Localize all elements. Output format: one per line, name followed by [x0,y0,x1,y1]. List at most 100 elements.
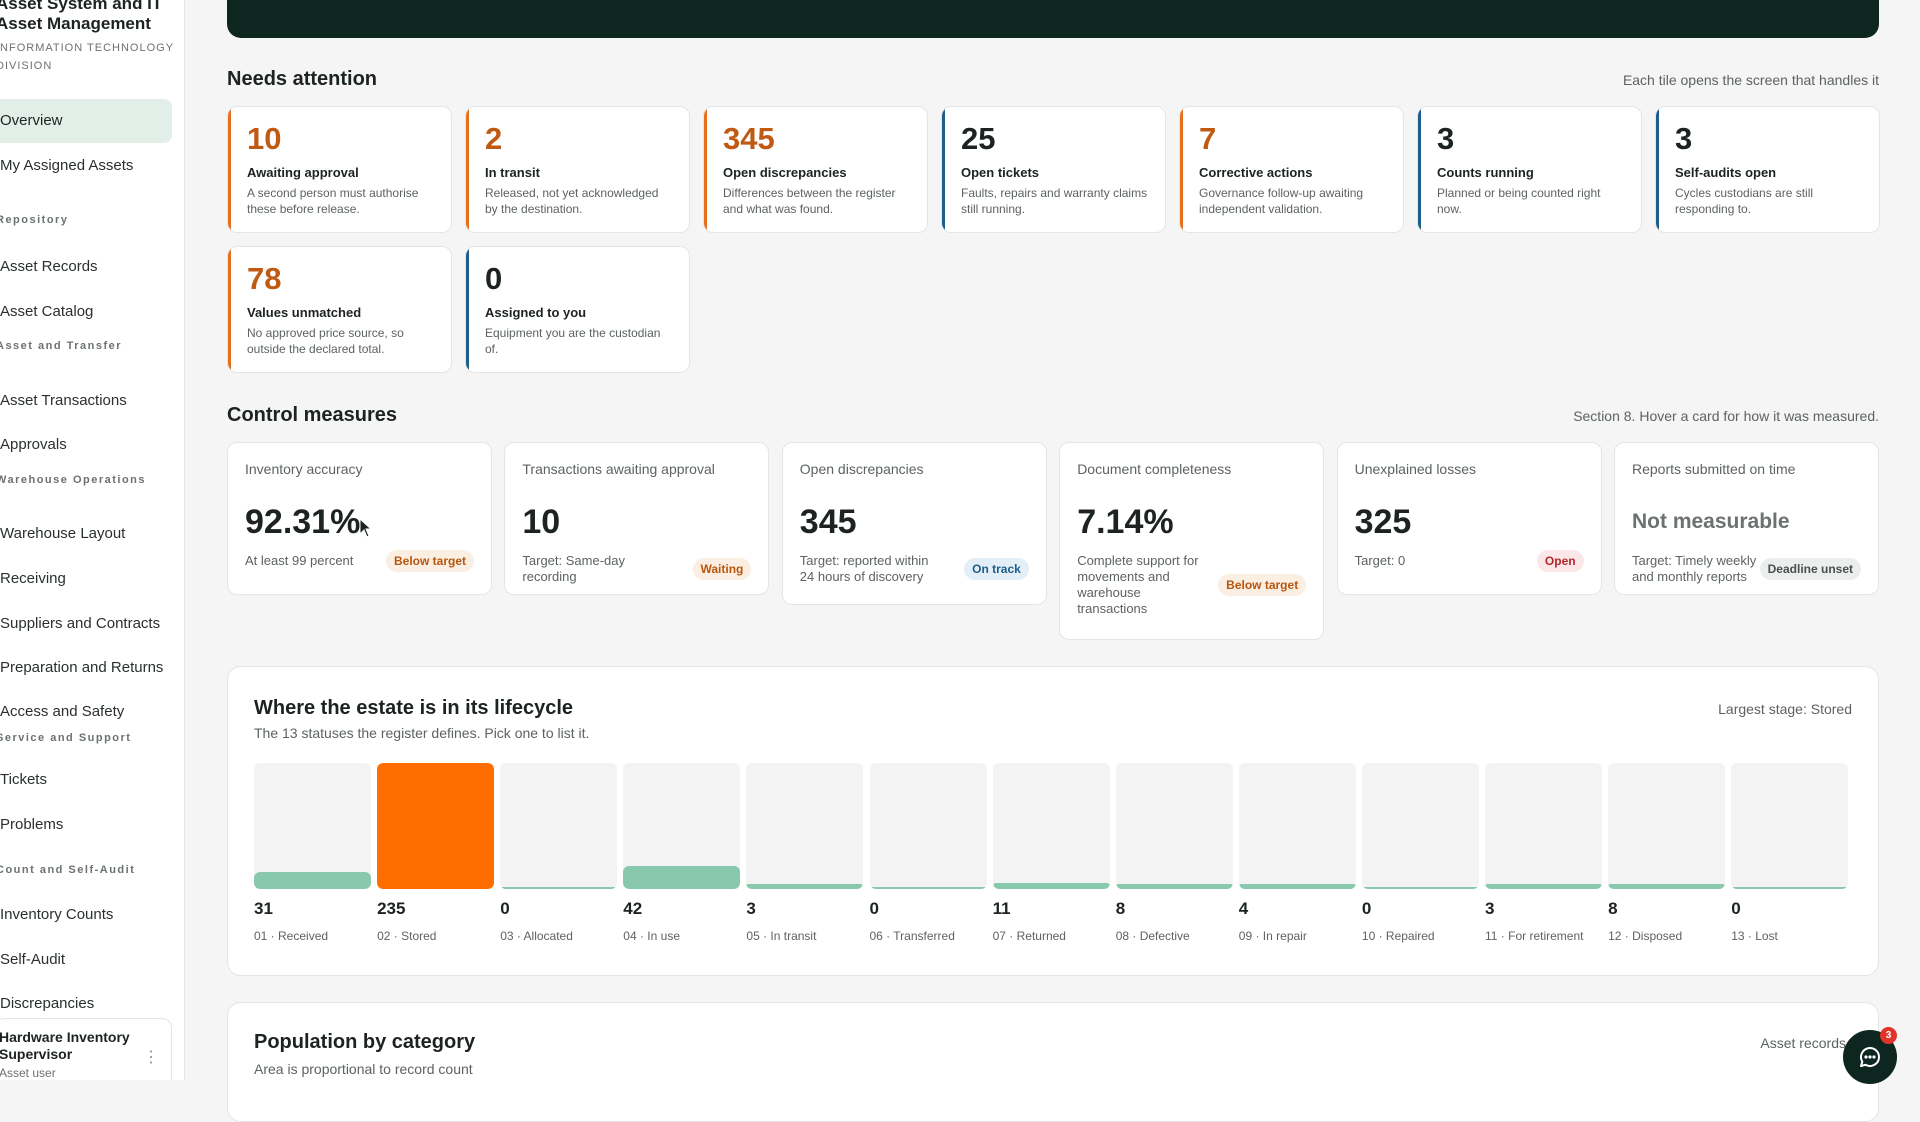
attention-tile-awaiting-approval[interactable]: 10 Awaiting approval A second person must … [227,106,452,233]
sidebar-item-my-assigned-assets[interactable]: My Assigned Assets [0,157,134,174]
lifecycle-bar[interactable]: 11 07 · Returned [992,763,1110,953]
sidebar-item-problems[interactable]: Problems [0,816,64,833]
tile-description: Cycles custodians are still responding t… [1675,186,1814,216]
sidebar-item-tickets[interactable]: Tickets [0,771,47,788]
attention-tile-open-tickets[interactable]: 25 Open tickets Faults, repairs and warran… [941,106,1166,233]
tile-value: 345 [723,121,775,156]
attention-tile-in-transit[interactable]: 2 In transit Released, not yet acknowledge… [465,106,690,233]
status-badge: Deadline unset [1759,558,1861,580]
bar-fill [377,763,495,889]
sidebar-section-label: Service and Support [0,732,132,744]
measure-card-reports-submitted-on-time[interactable]: Reports submitted on time Not measurable T… [1614,442,1879,595]
brand-title: Asset System and IT Asset Management [0,0,163,33]
sidebar-item-warehouse-layout[interactable]: Warehouse Layout [0,525,126,542]
tile-description: Differences between the register and wha… [723,186,896,216]
measure-card-transactions-awaiting-approval[interactable]: Transactions awaiting approval 10 Target: … [504,442,770,595]
sidebar-item-inventory-counts[interactable]: Inventory Counts [0,906,114,923]
sidebar-item-asset-catalog[interactable]: Asset Catalog [0,303,94,320]
lifecycle-bar[interactable]: 0 06 · Transferred [869,763,987,953]
measure-card-unexplained-losses[interactable]: Unexplained losses 325 Target: 0 Open [1336,442,1602,595]
bar-track [1115,763,1233,889]
bar-fill [1115,884,1233,889]
measure-label: Inventory accuracy [245,461,363,477]
lifecycle-bar[interactable]: 0 10 · Repaired [1361,763,1479,953]
lifecycle-bar[interactable]: 4 09 · In repair [1238,763,1356,953]
bar-track [1238,763,1356,889]
tile-description: Released, not yet acknowledged by the de… [485,186,659,216]
population-note: Asset records [1760,1035,1846,1051]
measure-card-document-completeness[interactable]: Document completeness 7.14% Complete suppo… [1059,442,1325,640]
lifecycle-bar[interactable]: 235 02 · Stored [377,763,495,953]
bar-fill [746,884,864,889]
bar-fill [254,872,371,889]
user-name: Hardware Inventory Supervisor [0,1029,130,1062]
bar-fill [1361,887,1479,889]
bar-value: 4 [1238,899,1249,918]
measure-value: Not measurable [1632,510,1790,533]
tile-label: Assigned to you [485,305,587,320]
bar-fill [1238,884,1356,889]
sidebar-item-asset-records[interactable]: Asset Records [0,258,98,275]
lifecycle-bar[interactable]: 8 08 · Defective [1115,763,1233,953]
attention-tile-assigned-to-you[interactable]: 0 Assigned to you Equipment you are the cu… [465,246,690,373]
attention-tile-self-audits-open[interactable]: 3 Self-audits open Cycles custodians are s… [1655,106,1880,233]
measure-label: Reports submitted on time [1632,461,1796,477]
attention-tile-open-discrepancies[interactable]: 345 Open discrepancies Differences between… [703,106,928,233]
lifecycle-bar[interactable]: 3 11 · For retirement [1485,763,1602,953]
tile-label: Corrective actions [1199,165,1313,180]
sidebar-item-receiving[interactable]: Receiving [0,570,66,587]
more-icon[interactable]: ⋮ [143,1049,159,1066]
sidebar-item-suppliers-and-contracts[interactable]: Suppliers and Contracts [0,615,161,632]
lifecycle-bar[interactable]: 0 13 · Lost [1731,763,1849,953]
population-subtitle: Area is proportional to record count [254,1061,473,1077]
attention-tile-corrective-actions[interactable]: 7 Corrective actions Governance follow-up … [1179,106,1404,233]
sidebar-item-self-audit[interactable]: Self-Audit [0,951,66,968]
measure-card-open-discrepancies[interactable]: Open discrepancies 345 Target: reported wi… [781,442,1047,605]
bar-value: 11 [992,899,1011,918]
hero-banner [227,0,1879,38]
tile-value: 3 [1675,121,1693,156]
measure-label: Transactions awaiting approval [522,461,715,477]
status-badge: Below target [1218,574,1307,596]
bar-label: 07 · Returned [992,929,1066,943]
tile-value: 2 [485,121,503,156]
bar-track [500,763,618,889]
lifecycle-bar[interactable]: 42 04 · In use [623,763,741,953]
user-card[interactable]: Hardware Inventory Supervisor Asset user… [0,1018,172,1080]
tile-value: 10 [247,121,282,156]
measure-target: Complete support for movements and wareh… [1077,553,1307,617]
bar-label: 03 · Allocated [500,929,573,943]
sidebar-item-approvals[interactable]: Approvals [0,436,67,453]
lifecycle-bar[interactable]: 3 05 · In transit [746,763,864,953]
tile-value: 78 [247,261,282,296]
tile-description: No approved price source, so outside the… [247,326,404,356]
bar-fill [500,887,618,889]
lifecycle-bar[interactable]: 8 12 · Disposed [1608,763,1726,953]
bar-label: 05 · In transit [746,929,817,943]
sidebar-item-overview[interactable]: Overview [0,99,172,143]
bar-track [992,763,1110,889]
chat-icon [1860,1047,1880,1067]
needs-attention-note: Each tile opens the screen that handles … [1622,72,1879,88]
bar-label: 06 · Transferred [869,929,955,943]
bar-label: 08 · Defective [1115,929,1190,943]
tile-label: Open discrepancies [723,165,847,180]
bar-track [1731,763,1849,889]
tile-label: Open tickets [961,165,1040,180]
sidebar-item-discrepancies[interactable]: Discrepancies [0,995,95,1012]
tile-label: Awaiting approval [247,165,359,180]
measure-target-text: Target: Same-day recording [522,553,625,584]
status-badge: On track [964,558,1029,580]
bar-value: 42 [623,899,643,918]
sidebar-item-preparation-and-returns[interactable]: Preparation and Returns [0,659,164,676]
sidebar-item-access-and-safety[interactable]: Access and Safety [0,703,125,720]
chat-notification-badge: 3 [1880,1027,1897,1044]
sidebar-item-asset-transactions[interactable]: Asset Transactions [0,392,127,409]
lifecycle-bar[interactable]: 31 01 · Received [254,763,371,953]
control-measures-title: Control measures [227,404,398,426]
attention-tile-values-unmatched[interactable]: 78 Values unmatched No approved price sour… [227,246,452,373]
attention-tile-counts-running[interactable]: 3 Counts running Planned or being counted … [1417,106,1642,233]
bar-label: 01 · Received [254,929,329,943]
lifecycle-bar[interactable]: 0 03 · Allocated [500,763,618,953]
lifecycle-note: Largest stage: Stored [1718,701,1852,717]
